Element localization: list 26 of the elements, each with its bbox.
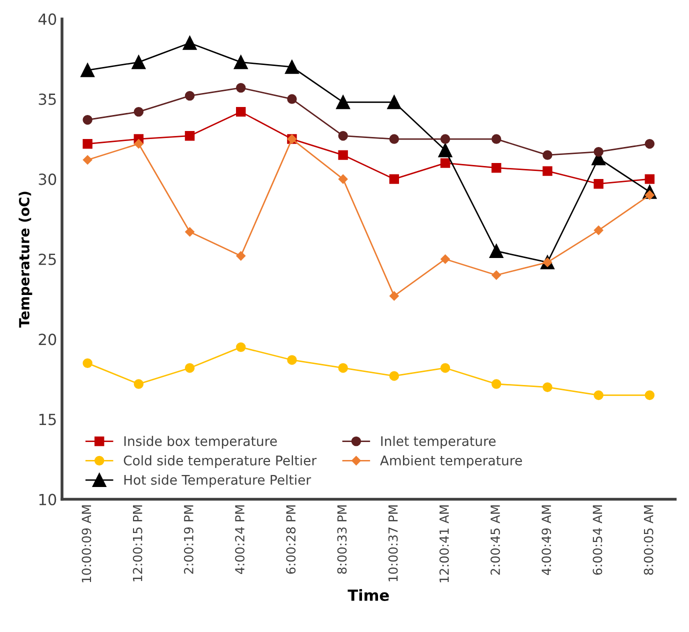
legend-label: Cold side temperature Peltier: [124, 455, 317, 468]
x-tick-label: 12:00:41 AM: [439, 505, 449, 582]
y-axis-title: Temperature (oC): [18, 192, 32, 328]
y-tick-label: 15: [39, 414, 56, 426]
x-tick-label: 6:00:54 AM: [592, 505, 602, 575]
x-tick-label: 8:00:05 AM: [644, 505, 654, 575]
x-tick-label: 4:00:24 PM: [235, 505, 244, 574]
x-tick-label: 8:00:33 PM: [337, 505, 347, 574]
x-axis-title: Time: [348, 589, 389, 601]
y-tick-label: 40: [38, 13, 56, 25]
legend-label: Inlet temperature: [381, 436, 496, 449]
x-tick-label: 12:00:15 PM: [132, 505, 142, 582]
y-tick-label: 30: [38, 174, 56, 186]
x-tick-label: 2:00:19 PM: [184, 505, 194, 574]
y-tick-label: 35: [38, 93, 56, 106]
legend-label: Inside box temperature: [124, 436, 277, 449]
x-tick-label: 6:00:28 PM: [286, 505, 296, 574]
y-tick-label: 10: [39, 494, 56, 506]
x-tick-label: 2:00:45 AM: [490, 505, 500, 575]
y-tick-label: 20: [38, 334, 56, 346]
x-tick-label: 4:00:49 AM: [542, 505, 552, 576]
x-tick-label: 10:00:37 PM: [388, 505, 398, 582]
legend-label: Hot side Temperature Peltier: [124, 474, 312, 488]
y-tick-label: 25: [38, 254, 56, 266]
x-tick-label: 10:00:09 AM: [82, 505, 92, 582]
legend-label: Ambient temperature: [380, 455, 522, 468]
